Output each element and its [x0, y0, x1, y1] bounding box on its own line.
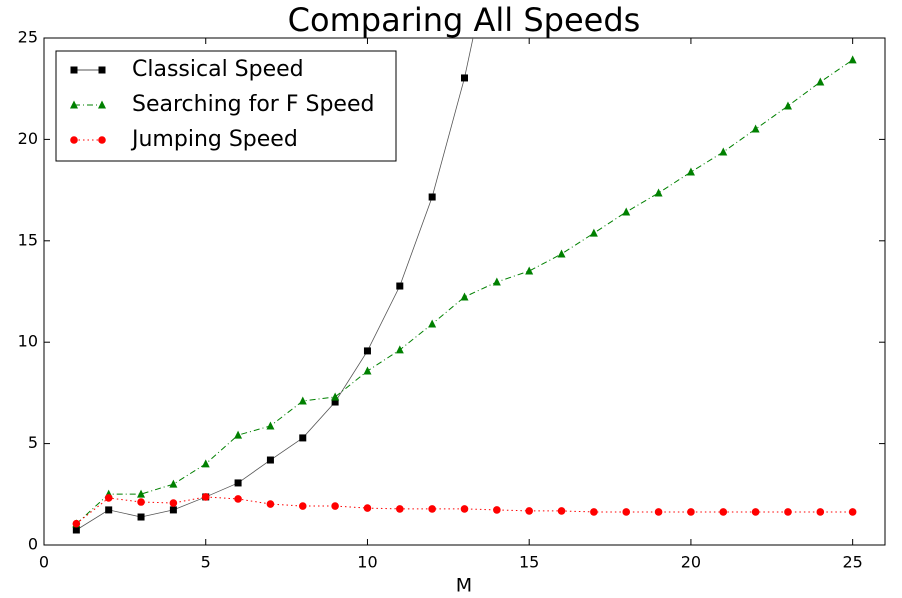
- legend-label: Jumping Speed: [130, 127, 298, 152]
- marker: [104, 494, 113, 502]
- marker: [525, 266, 534, 275]
- legend-label: Classical Speed: [132, 57, 304, 82]
- marker: [266, 500, 275, 508]
- marker: [234, 430, 243, 439]
- marker: [98, 100, 106, 109]
- y-tick-label: 5: [28, 433, 38, 452]
- marker: [299, 434, 307, 442]
- marker: [98, 66, 106, 74]
- marker: [70, 136, 78, 144]
- marker: [363, 366, 372, 375]
- y-tick-label: 15: [18, 230, 38, 249]
- marker: [201, 493, 210, 501]
- marker: [751, 124, 760, 133]
- x-tick-label: 20: [681, 553, 701, 572]
- marker: [654, 508, 663, 516]
- marker: [169, 506, 177, 514]
- marker: [363, 347, 371, 355]
- marker: [169, 479, 178, 488]
- marker: [654, 188, 663, 197]
- marker: [751, 508, 760, 516]
- legend-box: [55, 50, 397, 162]
- marker: [363, 504, 372, 512]
- x-tick-label: 5: [201, 553, 211, 572]
- marker: [331, 398, 339, 406]
- marker: [816, 77, 825, 86]
- marker: [461, 74, 468, 82]
- marker: [687, 508, 695, 516]
- marker: [137, 513, 145, 521]
- marker: [719, 147, 728, 156]
- marker: [686, 167, 695, 176]
- marker: [234, 479, 242, 487]
- marker: [395, 345, 404, 354]
- marker: [298, 502, 307, 510]
- x-tick-label: 0: [39, 553, 49, 572]
- y-tick-label: 10: [18, 332, 38, 351]
- chart-title: Comparing All Speeds: [288, 1, 641, 39]
- marker: [428, 319, 437, 328]
- legend-label: Searching for F Speed: [132, 92, 374, 117]
- marker: [816, 508, 825, 516]
- marker: [105, 506, 113, 514]
- marker: [98, 136, 106, 144]
- marker: [589, 228, 598, 237]
- marker: [137, 489, 146, 498]
- x-tick-label: 10: [357, 553, 377, 572]
- marker: [719, 508, 728, 516]
- marker: [396, 282, 404, 290]
- marker: [201, 459, 210, 468]
- x-tick-label: 25: [842, 553, 862, 572]
- marker: [784, 508, 792, 516]
- marker: [525, 507, 533, 515]
- marker: [622, 207, 631, 216]
- marker: [557, 507, 566, 515]
- marker: [428, 505, 436, 513]
- marker: [234, 495, 242, 503]
- series-line: [76, 38, 474, 531]
- marker: [493, 506, 501, 514]
- y-tick-label: 20: [18, 129, 38, 148]
- marker: [590, 508, 598, 516]
- marker: [298, 396, 307, 405]
- marker: [266, 456, 274, 464]
- marker: [331, 502, 339, 510]
- y-tick-label: 0: [28, 535, 38, 554]
- marker: [266, 421, 275, 430]
- plot-clip: [72, 38, 857, 534]
- x-tick-label: 15: [519, 553, 539, 572]
- marker: [396, 505, 404, 513]
- marker: [783, 101, 792, 110]
- marker: [557, 249, 566, 258]
- x-axis-label: M: [456, 575, 472, 597]
- marker: [331, 392, 340, 401]
- marker: [428, 193, 436, 201]
- marker: [848, 508, 857, 516]
- marker: [169, 499, 178, 507]
- marker: [460, 505, 469, 513]
- marker: [70, 100, 78, 109]
- marker: [72, 519, 81, 528]
- marker: [70, 66, 78, 74]
- marker: [460, 292, 469, 301]
- marker: [848, 55, 857, 64]
- marker: [137, 498, 145, 506]
- marker: [622, 508, 631, 516]
- marker: [492, 277, 501, 286]
- marker: [72, 526, 80, 534]
- y-tick-label: 25: [18, 28, 38, 47]
